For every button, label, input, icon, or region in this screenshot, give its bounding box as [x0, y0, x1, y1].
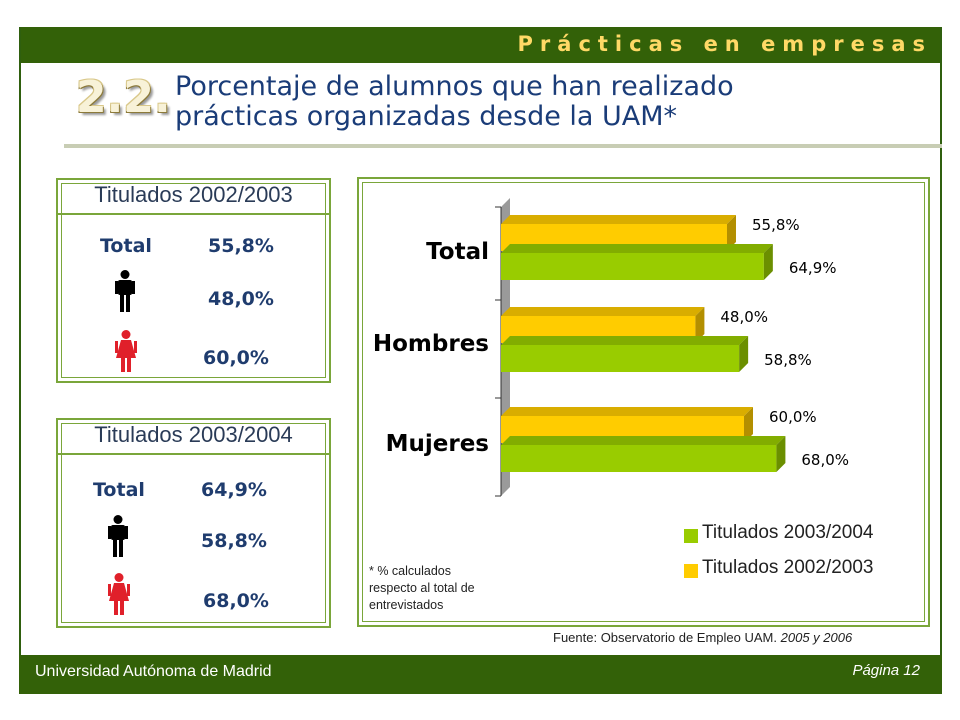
page-frame — [19, 27, 942, 694]
bar-chart: Total 55,8% 64,9% Hombres 48,0% 58,8% Mujeres 6… — [373, 198, 849, 497]
bottom-banner — [19, 655, 942, 694]
bar-side-face — [744, 407, 753, 443]
footnote: * % calculados respecto al total de entr… — [369, 563, 475, 614]
title-divider — [64, 144, 942, 148]
university-name: Universidad Autónoma de Madrid — [35, 663, 272, 680]
bar-top-face — [501, 407, 753, 416]
bar — [501, 345, 740, 372]
data-label: 60,0% — [769, 408, 817, 426]
legend-swatch-2003-2004 — [684, 529, 698, 543]
bar — [501, 253, 764, 280]
panel-2003-2004: Titulados 2003/2004 Total 64,9% 58,8% 68… — [56, 418, 331, 628]
bar-side-face — [776, 436, 786, 472]
data-label: 64,9% — [789, 259, 837, 277]
bar-top-face — [501, 436, 786, 445]
footnote-line: entrevistados — [369, 598, 444, 612]
category-label: Total — [426, 239, 489, 265]
bar-top-face — [501, 307, 705, 316]
legend-label-2002-2003: Titulados 2002/2003 — [702, 557, 874, 578]
panel-title: Titulados 2003/2004 — [94, 422, 293, 447]
man-icon — [108, 515, 128, 557]
banner-title: Prácticas en empresas — [517, 32, 932, 56]
total-label: Total — [100, 235, 152, 257]
man-icon — [115, 270, 135, 312]
category-label: Hombres — [373, 331, 489, 357]
women-value: 68,0% — [203, 590, 269, 612]
legend-label-2003-2004: Titulados 2003/2004 — [702, 522, 874, 543]
total-label: Total — [93, 479, 145, 501]
category-label: Mujeres — [386, 431, 489, 457]
total-value: 55,8% — [208, 235, 274, 257]
chart-panel-inner-border — [362, 182, 925, 622]
bar-top-face — [501, 244, 773, 253]
section-number: 2.2. — [76, 72, 171, 123]
source-years: 2005 y 2006 — [780, 630, 853, 645]
data-label: 48,0% — [720, 308, 768, 326]
source-text: Fuente: Observatorio de Empleo UAM. — [553, 630, 777, 645]
bar — [501, 445, 777, 472]
bar-side-face — [739, 336, 749, 372]
source-note: Fuente: Observatorio de Empleo UAM. 2005… — [553, 630, 852, 645]
panel-inner-border — [61, 423, 326, 623]
title-line-2: prácticas organizadas desde la UAM* — [175, 101, 678, 132]
legend-swatch-2002-2003 — [684, 564, 698, 578]
page-title: Porcentaje de alumnos que han realizado … — [175, 72, 734, 132]
top-banner: Prácticas en empresas — [19, 27, 942, 63]
page-number: Página 12 — [852, 662, 920, 679]
woman-icon — [115, 330, 137, 372]
woman-icon — [108, 573, 130, 615]
chart-panel — [357, 177, 930, 627]
bar-top-face — [501, 215, 736, 224]
panel-inner-border — [61, 183, 326, 378]
footnote-line: respecto al total de — [369, 581, 475, 595]
data-label: 68,0% — [801, 451, 849, 469]
bar-top-face — [501, 336, 749, 345]
bar-side-face — [695, 307, 705, 343]
panel-title: Titulados 2002/2003 — [94, 182, 293, 207]
panel-2002-2003: Titulados 2002/2003 Total 55,8% 48,0% 60… — [56, 178, 331, 383]
panel-divider — [58, 213, 329, 215]
data-label: 58,8% — [764, 351, 812, 369]
data-label: 55,8% — [752, 216, 800, 234]
men-value: 58,8% — [201, 530, 267, 552]
bar-side-face — [726, 215, 736, 251]
footnote-line: * % calculados — [369, 564, 451, 578]
men-value: 48,0% — [208, 288, 274, 310]
panel-divider — [58, 453, 329, 455]
title-line-1: Porcentaje de alumnos que han realizado — [175, 71, 734, 102]
women-value: 60,0% — [203, 347, 269, 369]
bar-side-face — [763, 244, 773, 280]
total-value: 64,9% — [201, 479, 267, 501]
